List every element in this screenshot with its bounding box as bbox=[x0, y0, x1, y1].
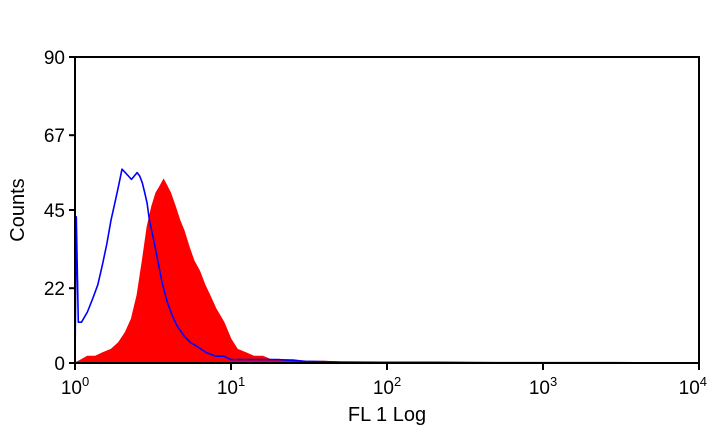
y-tick-label: 45 bbox=[44, 201, 65, 222]
x-tick-label: 104 bbox=[679, 374, 707, 399]
histogram-line-1 bbox=[74, 168, 700, 364]
x-axis-ticks: 100 101 102 103 104 bbox=[61, 363, 707, 399]
histogram-filled-0 bbox=[74, 178, 700, 364]
x-tick-label: 101 bbox=[217, 374, 245, 399]
plot-series bbox=[74, 168, 700, 364]
y-axis-label: Counts bbox=[7, 178, 29, 241]
y-tick-label: 90 bbox=[44, 48, 65, 69]
x-tick-label: 100 bbox=[61, 374, 89, 399]
x-axis-label: FL 1 Log bbox=[348, 404, 426, 426]
x-tick-label: 102 bbox=[373, 374, 401, 399]
y-tick-label: 67 bbox=[44, 126, 65, 147]
x-tick-label: 103 bbox=[529, 374, 557, 399]
y-tick-label: 0 bbox=[54, 354, 65, 375]
y-tick-label: 22 bbox=[44, 279, 65, 300]
y-axis-ticks: 0 22 45 67 90 bbox=[44, 48, 75, 375]
